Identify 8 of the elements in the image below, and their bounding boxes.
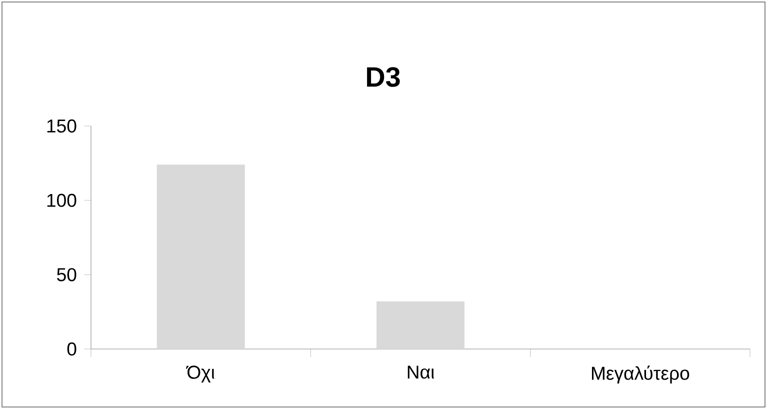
y-tick-label: 0 — [67, 342, 76, 356]
y-tick-label: 150 — [47, 119, 76, 133]
x-tick-label: Ναι — [408, 366, 434, 379]
y-tick-label: 100 — [47, 194, 76, 207]
x-tick-label: Μεγαλύτερο — [592, 366, 690, 384]
x-tick-label: Όχι — [186, 366, 214, 383]
chart-title: D3 — [367, 67, 400, 87]
y-tick-label: 50 — [57, 268, 76, 282]
